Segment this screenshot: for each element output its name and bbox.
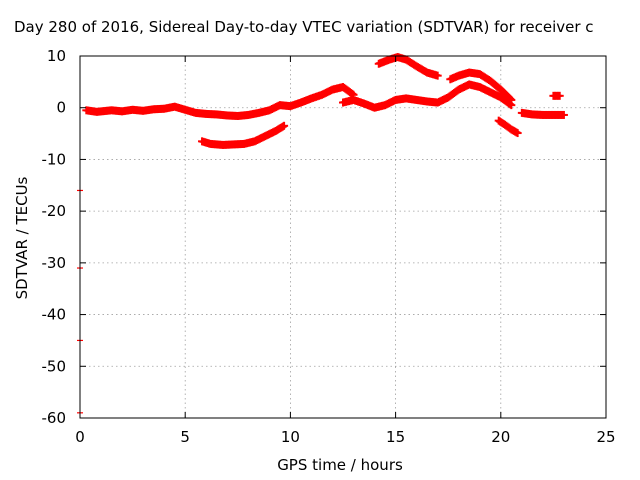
data-point: [280, 121, 289, 130]
data-point: [229, 140, 238, 149]
data-marks: [77, 53, 568, 414]
data-point: [454, 85, 463, 94]
data-point: [149, 105, 158, 114]
data-point: [412, 62, 421, 71]
data-point: [538, 110, 547, 119]
data-point: [465, 68, 474, 77]
data-point: [433, 98, 442, 107]
data-point: [475, 83, 484, 92]
data-point: [307, 94, 316, 103]
data-point: [501, 120, 510, 129]
data-point: [370, 103, 379, 112]
data-point: [528, 110, 537, 119]
data-point: [559, 110, 568, 119]
data-point: [496, 93, 505, 102]
data-point: [191, 108, 200, 117]
x-axis-label: GPS time / hours: [277, 456, 403, 474]
data-point: [423, 68, 432, 77]
plot-frame: [79, 55, 607, 419]
data-point: [412, 95, 421, 104]
y-tick-label: 10: [47, 47, 66, 65]
data-point: [271, 126, 280, 135]
data-point: [465, 80, 474, 89]
y-tick-label: -50: [42, 357, 67, 375]
data-point: [92, 107, 101, 116]
data-point: [223, 111, 232, 120]
x-tick-label: 10: [281, 428, 300, 446]
data-point: [286, 102, 295, 111]
data-point: [202, 109, 211, 118]
x-tick-label: 15: [386, 428, 405, 446]
data-point: [244, 110, 253, 119]
data-point: [549, 110, 558, 119]
data-point: [170, 102, 179, 111]
data-point: [391, 95, 400, 104]
data-point: [219, 140, 228, 149]
data-point: [381, 101, 390, 110]
data-point: [328, 85, 337, 94]
y-tick-label: -60: [42, 409, 67, 427]
data-point: [82, 106, 91, 115]
data-point: [317, 90, 326, 99]
data-point: [496, 85, 505, 94]
data-point: [374, 59, 383, 68]
data-point: [128, 105, 137, 114]
y-tick-label: -30: [42, 254, 67, 272]
fill-point: [506, 94, 515, 103]
data-point: [494, 116, 503, 125]
data-point: [250, 137, 259, 146]
data-point: [181, 105, 190, 114]
x-tick-label: 25: [596, 428, 615, 446]
data-point: [433, 71, 442, 80]
data-point: [444, 93, 453, 102]
chart-title: Day 280 of 2016, Sidereal Day-to-day VTE…: [14, 18, 594, 36]
data-point: [513, 129, 522, 138]
x-tick-label: 5: [180, 428, 190, 446]
grid-lines: [80, 56, 606, 418]
data-point: [402, 94, 411, 103]
data-point: [507, 125, 516, 134]
data-point: [240, 139, 249, 148]
data-point: [555, 91, 564, 100]
data-point: [254, 108, 263, 117]
data-point: [475, 70, 484, 79]
data-point: [517, 108, 526, 117]
y-tick-label: -20: [42, 202, 67, 220]
y-tick-label: -10: [42, 150, 67, 168]
data-point: [339, 98, 347, 107]
data-point: [261, 132, 270, 141]
axis-ticks: 0 5 10 15 20 25 10 0 -10 -20 -30 -40 -50 -60: [42, 47, 616, 446]
data-point: [507, 95, 516, 104]
data-point: [446, 75, 455, 84]
y-tick-label: 0: [56, 99, 66, 117]
data-point: [139, 106, 148, 115]
data-point: [385, 55, 394, 64]
data-point: [160, 104, 169, 113]
data-point: [198, 137, 207, 146]
data-point: [393, 53, 402, 62]
data-point: [486, 88, 495, 97]
data-point: [349, 95, 358, 104]
x-tick-label: 0: [75, 428, 85, 446]
data-point: [423, 97, 432, 106]
y-tick-label: -40: [42, 306, 67, 324]
data-point: [360, 99, 369, 108]
data-point: [339, 83, 347, 92]
data-point: [107, 106, 116, 115]
data-point: [275, 101, 284, 110]
data-point: [454, 71, 463, 80]
data-point: [402, 55, 411, 64]
data-point: [486, 76, 495, 85]
x-tick-label: 20: [491, 428, 510, 446]
data-point: [118, 107, 127, 116]
data-point: [206, 139, 215, 148]
data-point: [296, 98, 305, 107]
data-point: [265, 106, 274, 115]
data-point: [212, 110, 221, 119]
data-point: [233, 111, 242, 120]
